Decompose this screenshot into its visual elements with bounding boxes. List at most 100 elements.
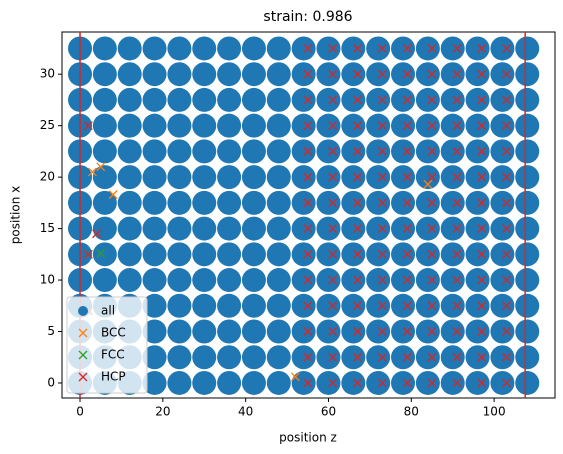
point: [415, 293, 440, 318]
cross-point: [377, 301, 387, 311]
cross-point: [477, 198, 487, 208]
point: [192, 62, 217, 87]
cross-point: [328, 198, 338, 208]
cross-point: [328, 249, 338, 259]
cross-point: [78, 372, 88, 382]
axes-frame: [61, 31, 556, 399]
point: [291, 165, 316, 190]
cross-point: [377, 44, 387, 53]
point: [490, 139, 515, 164]
point: [291, 319, 316, 344]
point: [167, 293, 192, 318]
plot-area: [68, 36, 540, 395]
cross-point: [402, 301, 412, 311]
point: [440, 370, 465, 395]
cross-point: [402, 275, 412, 285]
point: [192, 36, 217, 61]
cross-point: [377, 249, 387, 259]
x-tick-label: 100: [483, 405, 506, 419]
point: [117, 139, 142, 164]
point: [391, 190, 416, 215]
point: [266, 36, 291, 61]
cross-point: [427, 249, 437, 259]
point: [465, 36, 490, 61]
cross-point: [353, 327, 362, 336]
cross-point: [303, 69, 313, 79]
point: [291, 113, 316, 138]
point: [266, 293, 291, 318]
cross-point: [290, 372, 300, 382]
point: [341, 113, 366, 138]
cross-point: [328, 301, 338, 311]
cross-point: [452, 95, 462, 105]
cross-point: [477, 146, 487, 156]
cross-point: [328, 378, 338, 388]
cross-point: [303, 378, 313, 388]
point: [366, 242, 391, 267]
point: [316, 36, 341, 61]
point: [316, 87, 341, 112]
cross-point: [452, 224, 462, 234]
y-axis-label: position x: [9, 186, 23, 244]
point: [142, 319, 167, 344]
point: [316, 345, 341, 370]
point: [391, 293, 416, 318]
cross-point: [427, 198, 437, 208]
point: [341, 62, 366, 87]
point: [490, 190, 515, 215]
cross-point: [377, 198, 387, 208]
point: [366, 345, 391, 370]
cross-point: [402, 69, 412, 79]
cross-point: [502, 327, 512, 336]
point: [440, 165, 465, 190]
cross-point: [477, 378, 487, 388]
point: [490, 293, 515, 318]
point: [92, 165, 117, 190]
cross-point: [452, 44, 462, 53]
point: [142, 345, 167, 370]
cross-point: [303, 172, 313, 182]
point: [291, 87, 316, 112]
cross-point: [402, 198, 412, 208]
point: [440, 242, 465, 267]
point: [366, 293, 391, 318]
point: [341, 216, 366, 241]
point: [465, 242, 490, 267]
cross-point: [353, 275, 362, 285]
point: [391, 268, 416, 293]
cross-point: [353, 198, 362, 208]
point: [341, 36, 366, 61]
point: [440, 113, 465, 138]
cross-point: [328, 146, 338, 156]
cross-point: [452, 69, 462, 79]
point: [92, 139, 117, 164]
point: [415, 113, 440, 138]
point: [490, 62, 515, 87]
point: [241, 139, 266, 164]
point: [316, 370, 341, 395]
point: [391, 113, 416, 138]
cross-point: [402, 327, 412, 336]
point: [291, 139, 316, 164]
point: [316, 242, 341, 267]
cross-point: [452, 327, 462, 336]
point: [490, 370, 515, 395]
x-tick-label: 80: [404, 405, 419, 419]
point: [142, 165, 167, 190]
point: [266, 268, 291, 293]
point: [192, 268, 217, 293]
point: [515, 87, 540, 112]
cross-point: [328, 69, 338, 79]
point: [142, 293, 167, 318]
cross-point: [427, 172, 437, 182]
point: [341, 370, 366, 395]
point: [167, 113, 192, 138]
point: [316, 268, 341, 293]
point: [366, 62, 391, 87]
point: [241, 370, 266, 395]
point: [192, 87, 217, 112]
cross-point: [83, 249, 93, 259]
point: [167, 370, 192, 395]
point: [440, 319, 465, 344]
